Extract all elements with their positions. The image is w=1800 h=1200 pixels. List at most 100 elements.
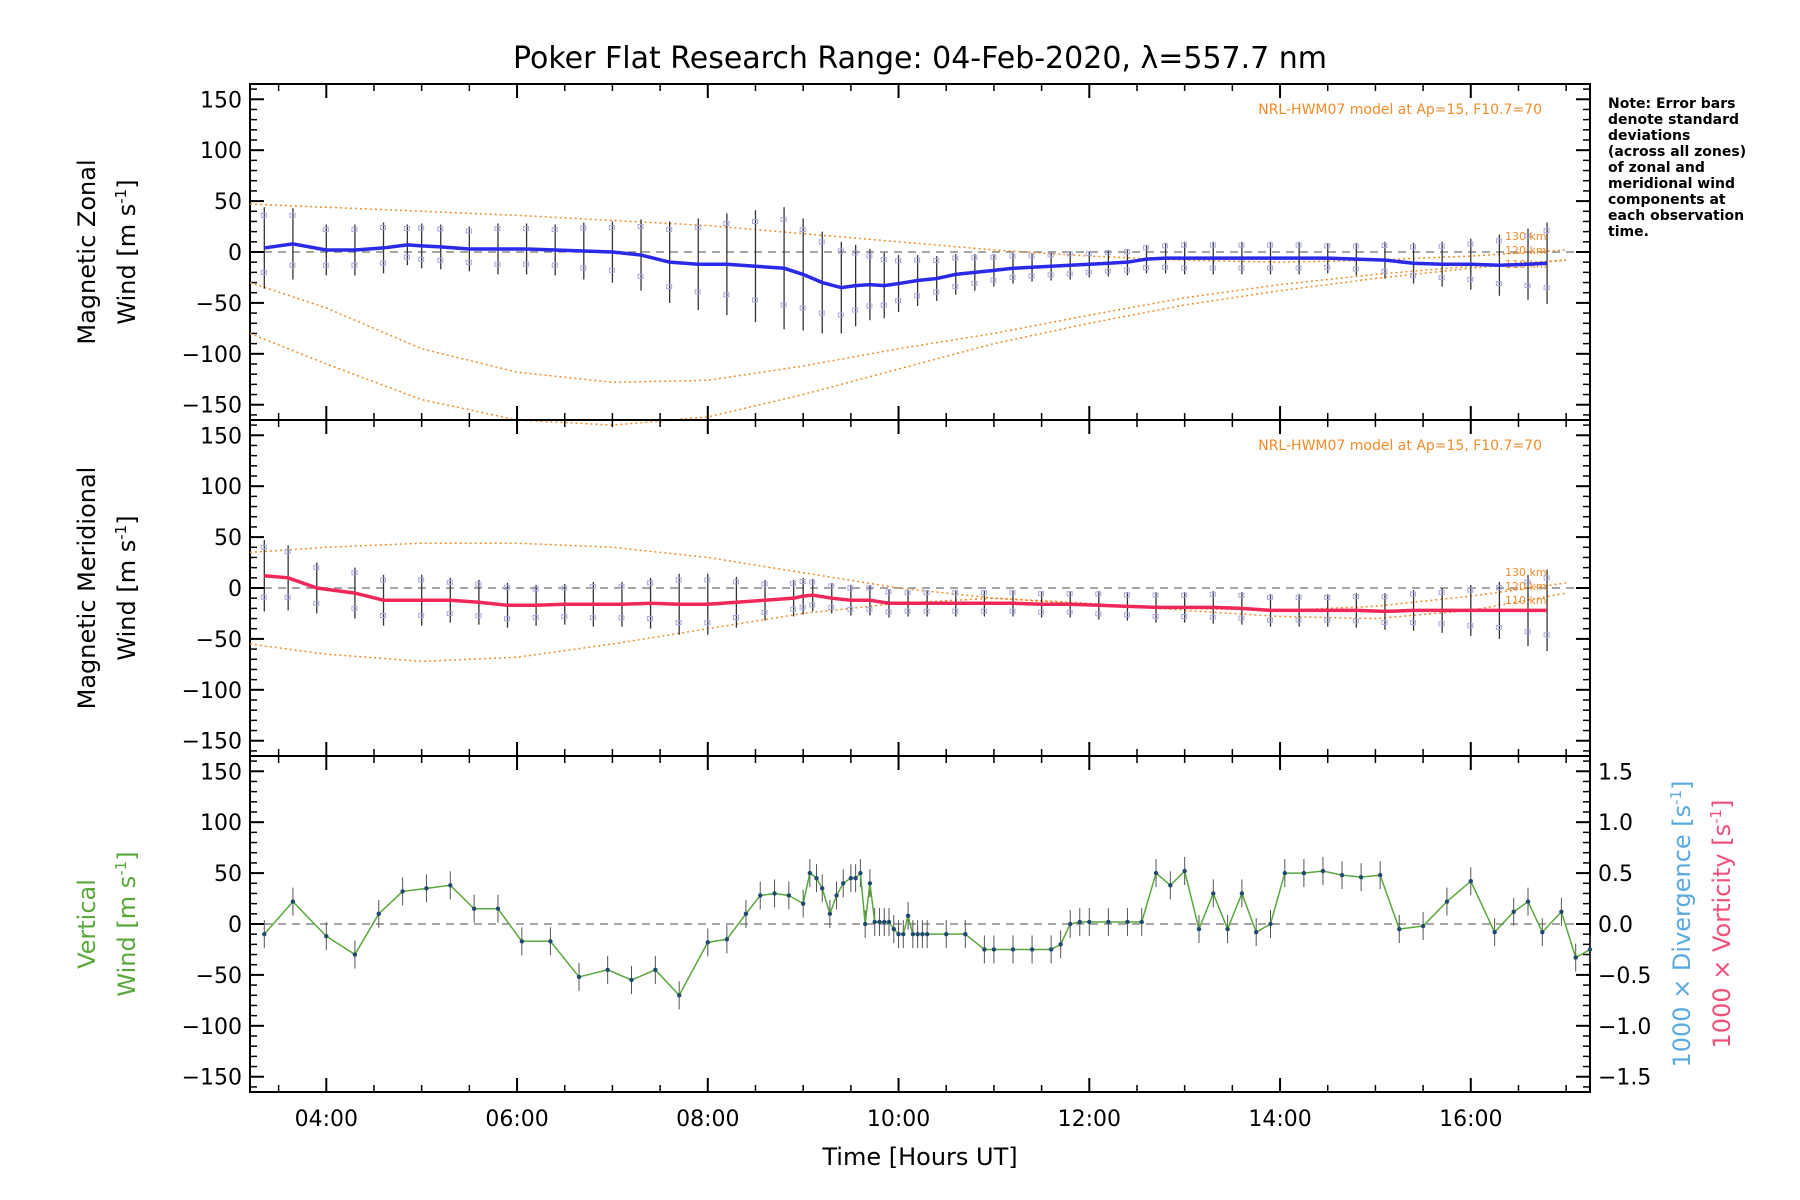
zone-mark	[1047, 272, 1054, 278]
zone-mark	[666, 227, 673, 233]
vertical-wind-point	[1444, 899, 1450, 904]
zone-mark	[818, 239, 825, 245]
vertical-wind-point	[963, 931, 968, 937]
vertical-wind-point	[820, 886, 825, 891]
y-tick-label: 0	[228, 241, 242, 266]
vertical-wind-point	[841, 881, 846, 886]
x-axis-tick-labels: 04:00 06:00 08:00 10:00 12:00 14:00 16:00	[295, 1107, 1503, 1132]
zone-mark	[1028, 273, 1035, 279]
zone-mark	[1038, 609, 1045, 615]
zone-mark	[1381, 268, 1388, 274]
zone-mark	[351, 262, 358, 268]
zone-mark	[403, 254, 410, 260]
zone-mark	[1143, 245, 1150, 251]
meridional-wind-line	[264, 574, 1548, 614]
zone-mark	[1162, 243, 1169, 249]
zone-mark	[694, 289, 701, 295]
vertical-wind-point	[1077, 919, 1082, 925]
x-tick-label: 08:00	[676, 1107, 739, 1132]
zone-mark	[418, 256, 425, 262]
vertical-wind-point	[886, 919, 892, 925]
zone-mark	[1238, 265, 1245, 271]
zone-mark	[1352, 618, 1359, 624]
zone-mark	[952, 284, 959, 290]
y-tick-label: 50	[214, 526, 242, 551]
zone-mark	[1181, 265, 1188, 271]
vertical-wind-point	[448, 883, 453, 888]
zone-mark	[1143, 265, 1150, 271]
note-line: time.	[1608, 224, 1649, 240]
vertical-wind-point	[519, 939, 525, 944]
zone-mark	[990, 277, 997, 283]
zone-mark	[675, 620, 682, 626]
zone-mark	[809, 579, 816, 585]
zone-mark	[618, 615, 625, 621]
model-curve	[249, 542, 1567, 612]
zone-mark	[1524, 283, 1531, 289]
y-axis-label-line1: Magnetic Zonal	[73, 159, 101, 344]
zone-mark	[1467, 587, 1474, 593]
zone-mark	[1410, 244, 1417, 250]
zone-mark	[260, 269, 267, 275]
y-axis-label-line2: Wind [m s-1]	[112, 179, 141, 324]
zone-mark	[732, 615, 739, 621]
zone-mark	[608, 267, 615, 273]
zone-mark	[751, 218, 758, 224]
zone-mark	[1410, 272, 1417, 278]
zone-mark	[1543, 575, 1550, 581]
altitude-label: 120 km	[1505, 580, 1547, 593]
vertical-wind-point	[1587, 947, 1593, 952]
x-tick-label: 14:00	[1248, 1107, 1311, 1132]
zone-mark	[799, 305, 806, 311]
zone-mark	[1066, 251, 1073, 257]
vertical-wind-point	[862, 921, 868, 927]
zone-mark	[1295, 617, 1302, 623]
zone-mark	[418, 577, 425, 583]
vertical-wind-point	[1168, 883, 1173, 888]
zone-mark	[952, 255, 959, 261]
zone-mark	[1467, 276, 1474, 282]
vertical-wind-point	[1573, 955, 1578, 960]
y-axis-label-line2: Wind [m s-1]	[112, 851, 141, 996]
vertical-wind-point	[1253, 929, 1259, 935]
zone-mark	[1009, 608, 1016, 614]
vertical-wind-point	[676, 993, 682, 998]
vertical-wind-point	[1048, 947, 1054, 952]
zone-mark	[828, 583, 835, 589]
vertical-wind-point	[944, 931, 949, 937]
vertical-wind-point	[724, 937, 730, 942]
zone-mark	[1123, 592, 1130, 598]
zone-mark	[260, 544, 267, 550]
note-line: (across all zones)	[1608, 144, 1746, 160]
vertical-wind-point	[1559, 909, 1564, 914]
zone-mark	[1095, 611, 1102, 617]
zone-mark	[532, 586, 539, 592]
zone-mark	[761, 581, 768, 587]
zone-mark	[647, 616, 654, 622]
zone-mark	[580, 225, 587, 231]
vertical-wind-point	[800, 901, 806, 906]
zone-mark	[589, 615, 596, 621]
x-tick-label: 06:00	[485, 1107, 548, 1132]
zone-mark	[1047, 252, 1054, 258]
vertical-wind-point	[1268, 921, 1273, 927]
zone-mark	[1209, 614, 1216, 620]
zone-mark	[313, 600, 320, 606]
zone-mark	[1524, 629, 1531, 635]
vertical-wind-point	[1087, 919, 1092, 925]
zone-mark	[799, 227, 806, 233]
vertical-wind-point	[1068, 921, 1073, 927]
vertical-wind-point	[548, 939, 553, 944]
zone-mark	[523, 226, 530, 232]
zone-mark	[637, 224, 644, 230]
zone-mark	[866, 585, 873, 591]
zone-mark	[1066, 271, 1073, 277]
right-y-tick-label: −1.0	[1598, 1015, 1651, 1040]
zone-mark	[1352, 266, 1359, 272]
zone-mark	[971, 280, 978, 286]
zone-mark	[923, 608, 930, 614]
zonal-wind-panel: −150 −100 −50 0 50 100 150 Magnetic Zonal Wind […	[73, 83, 1591, 426]
vertical-wind-point	[1139, 919, 1144, 925]
y-tick-label: 0	[228, 577, 242, 602]
